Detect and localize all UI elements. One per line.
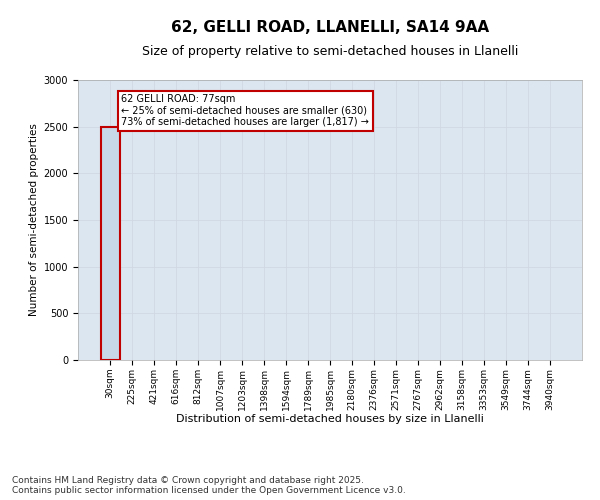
Bar [101, 126, 119, 360]
Y-axis label: Number of semi-detached properties: Number of semi-detached properties [29, 124, 40, 316]
Text: Contains HM Land Registry data © Crown copyright and database right 2025.
Contai: Contains HM Land Registry data © Crown c… [12, 476, 406, 495]
Text: 62 GELLI ROAD: 77sqm
← 25% of semi-detached houses are smaller (630)
73% of semi: 62 GELLI ROAD: 77sqm ← 25% of semi-detac… [121, 94, 369, 127]
Title: Size of property relative to semi-detached houses in Llanelli: Size of property relative to semi-detach… [142, 45, 518, 58]
X-axis label: Distribution of semi-detached houses by size in Llanelli: Distribution of semi-detached houses by … [176, 414, 484, 424]
Text: 62, GELLI ROAD, LLANELLI, SA14 9AA: 62, GELLI ROAD, LLANELLI, SA14 9AA [171, 20, 489, 35]
